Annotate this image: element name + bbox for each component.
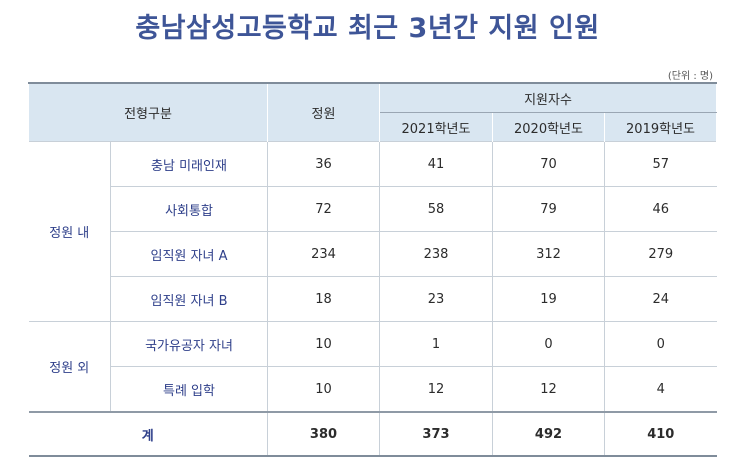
table-row: 사회통합 72 58 79 46 [29,186,717,232]
row-2021: 238 [379,231,493,277]
row-quota: 10 [267,321,380,367]
row-2019: 57 [603,141,717,187]
row-2019: 4 [603,366,717,413]
row-name: 특례 입학 [110,366,268,413]
row-2019: 46 [603,186,717,232]
row-2020: 12 [492,366,605,413]
row-2021: 1 [379,321,493,367]
row-quota: 36 [267,141,380,187]
row-quota: 234 [267,231,380,277]
row-2019: 0 [603,321,717,367]
table-row: 정원 내 충남 미래인재 36 41 70 57 [28,141,717,322]
page-title: 충남삼성고등학교 최근 3년간 지원 인원 [135,13,600,44]
row-name: 사회통합 [110,186,268,232]
row-2020: 79 [492,186,605,232]
row-2020: 19 [492,276,605,322]
section-label: 정원 내 [28,141,111,322]
total-label: 계 [28,411,268,457]
row-2020: 0 [492,321,605,367]
header-applicants: 지원자수 [378,83,718,113]
row-2020: 312 [492,231,605,277]
row-name: 임직원 자녀 B [110,276,268,322]
header-year-2019: 2019학년도 [603,112,718,142]
table-row: 특례 입학 10 12 12 4 [29,366,717,413]
row-name: 충남 미래인재 [110,141,268,187]
header-year-2020: 2020학년도 [492,112,605,142]
total-2019: 410 [603,411,717,457]
row-quota: 72 [267,186,380,232]
unit-note: (단위 : 명) [667,71,713,82]
row-2021: 23 [379,276,493,322]
row-2019: 279 [603,231,717,277]
row-name: 국가유공자 자녀 [110,321,268,367]
row-2020: 70 [492,141,605,187]
total-quota: 380 [267,411,380,457]
row-2021: 41 [379,141,493,187]
total-row: 계 380 373 492 410 [28,411,717,457]
row-2019: 24 [603,276,717,322]
row-2021: 58 [379,186,493,232]
table-row: 임직원 자녀 A 234 238 312 279 [29,231,717,277]
table-row: 임직원 자녀 B 18 23 19 24 [29,276,717,322]
row-name: 임직원 자녀 A [110,231,268,277]
row-quota: 18 [267,276,380,322]
header-quota: 정원 [267,83,380,142]
total-2020: 492 [492,411,605,457]
header-year-2021: 2021학년도 [379,112,493,142]
section-label: 정원 외 [28,321,111,413]
table-row: 정원 외 국가유공자 자녀 10 1 0 0 [28,321,717,413]
header-category: 전형구분 [28,83,268,142]
row-2021: 12 [379,366,493,413]
row-quota: 10 [267,366,380,413]
total-2021: 373 [379,411,493,457]
applicants-table: 전형구분 정원 지원자수 2021학년도 2020학년도 2019학년도 정원 … [28,82,718,457]
